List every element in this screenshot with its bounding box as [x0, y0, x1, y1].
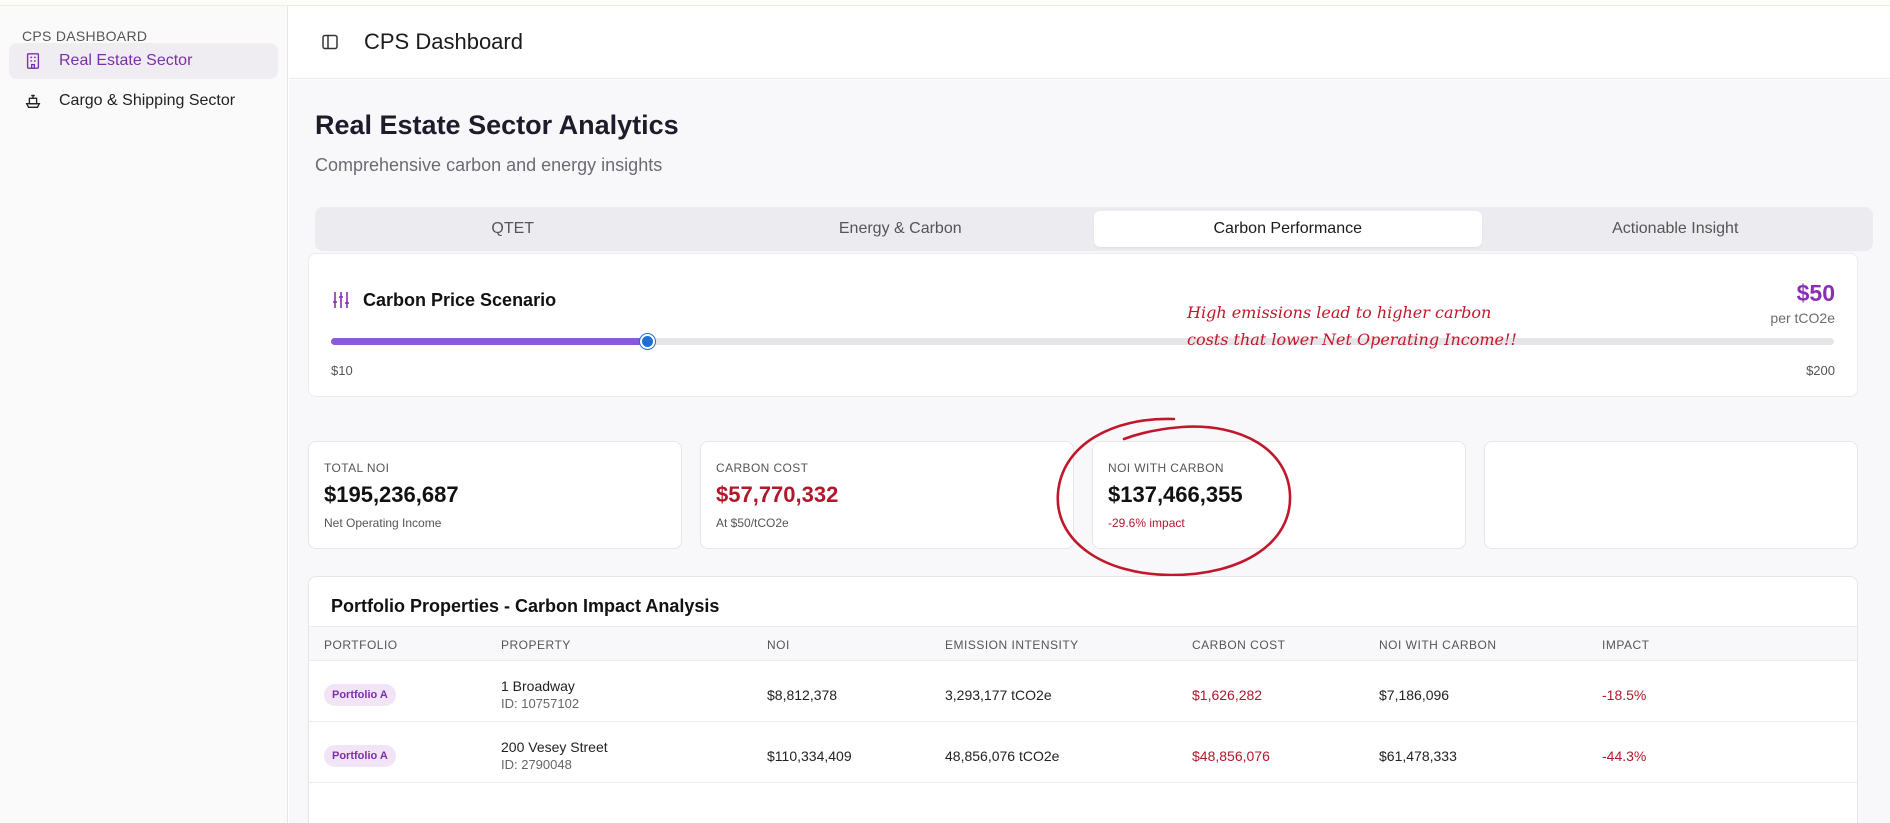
noi-value: $8,812,378 — [767, 687, 838, 703]
sidebar-item-label: Real Estate Sector — [59, 52, 193, 69]
tab-carbon-performance[interactable]: Carbon Performance — [1094, 211, 1482, 247]
metric-value: $195,236,687 — [324, 482, 459, 507]
table-row[interactable]: Portfolio A 1 Broadway ID: 10757102 $8,8… — [309, 662, 1857, 722]
sidebar-toggle-icon[interactable] — [319, 31, 341, 53]
metric-sub: -29.6% impact — [1108, 516, 1185, 530]
column-header-carbon-cost[interactable]: CARBON COST — [1192, 638, 1286, 652]
sliders-icon — [331, 290, 351, 310]
tab-qtet[interactable]: QTET — [491, 220, 535, 237]
column-header-emission-intensity[interactable]: EMISSION INTENSITY — [945, 638, 1079, 652]
annotation-line-2: costs that lower Net Operating Income!! — [1187, 330, 1517, 349]
property-id: ID: 2790048 — [501, 757, 572, 772]
carbon-price-value: $50 — [1796, 280, 1835, 306]
sidebar-item-cargo-shipping[interactable]: Cargo & Shipping Sector — [9, 83, 278, 119]
slider-max-label: $200 — [1806, 363, 1835, 378]
noi-value: $110,334,409 — [767, 748, 852, 764]
metric-card-carbon-cost: CARBON COST $57,770,332 At $50/tCO2e — [700, 441, 1074, 549]
table-header: PORTFOLIO PROPERTY NOI EMISSION INTENSIT… — [309, 626, 1857, 661]
carbon-price-slider[interactable] — [331, 334, 1834, 349]
impact-value: -44.3% — [1602, 748, 1647, 764]
property-name: 200 Vesey Street — [501, 739, 608, 755]
window-top-strip — [0, 0, 1890, 6]
metric-card-total-noi: TOTAL NOI $195,236,687 Net Operating Inc… — [308, 441, 682, 549]
handwritten-annotation: High emissions lead to higher carbon cos… — [1187, 299, 1607, 353]
column-header-portfolio[interactable]: PORTFOLIO — [324, 638, 398, 652]
annotation-line-1: High emissions lead to higher carbon — [1187, 303, 1492, 322]
metric-value: $57,770,332 — [716, 482, 839, 507]
carbon-price-card: Carbon Price Scenario $50 per tCO2e $10 … — [308, 253, 1858, 397]
slider-min-label: $10 — [331, 363, 353, 378]
tab-bar: QTET Energy & Carbon Carbon Performance … — [315, 207, 1873, 251]
building-icon — [23, 51, 43, 71]
carbon-cost-value: $1,626,282 — [1192, 687, 1263, 703]
portfolio-badge: Portfolio A — [324, 745, 396, 767]
carbon-price-title: Carbon Price Scenario — [363, 290, 557, 310]
column-header-noi-with-carbon[interactable]: NOI WITH CARBON — [1379, 638, 1497, 652]
column-header-property[interactable]: PROPERTY — [501, 638, 571, 652]
portfolio-badge: Portfolio A — [324, 684, 396, 706]
property-name: 1 Broadway — [501, 678, 575, 694]
impact-value: -18.5% — [1602, 687, 1647, 703]
column-header-impact[interactable]: IMPACT — [1602, 638, 1650, 652]
noi-with-carbon-value: $7,186,096 — [1379, 687, 1450, 703]
metric-card-empty — [1484, 441, 1858, 549]
sidebar: CPS DASHBOARD Real Estate Sector Cargo &… — [0, 6, 288, 823]
portfolio-table-card: Portfolio Properties - Carbon Impact Ana… — [308, 576, 1858, 823]
metric-value: $137,466,355 — [1108, 482, 1243, 507]
noi-with-carbon-value: $61,478,333 — [1379, 748, 1457, 764]
sidebar-title: CPS DASHBOARD — [22, 28, 148, 44]
slider-fill — [331, 338, 648, 345]
ship-icon — [23, 91, 43, 111]
page-subtitle: Comprehensive carbon and energy insights — [315, 155, 663, 175]
header-title: CPS Dashboard — [364, 29, 523, 54]
page-title: Real Estate Sector Analytics — [315, 110, 679, 140]
tab-energy-carbon[interactable]: Energy & Carbon — [838, 220, 962, 237]
metric-label: CARBON COST — [716, 461, 809, 475]
emission-value: 48,856,076 tCO2e — [945, 748, 1060, 764]
sidebar-item-label: Cargo & Shipping Sector — [59, 92, 236, 109]
table-row[interactable]: Portfolio A 200 Vesey Street ID: 2790048… — [309, 723, 1857, 783]
emission-value: 3,293,177 tCO2e — [945, 687, 1052, 703]
carbon-price-unit: per tCO2e — [1770, 310, 1835, 326]
column-header-noi[interactable]: NOI — [767, 638, 790, 652]
metric-label: TOTAL NOI — [324, 461, 390, 475]
metric-sub: At $50/tCO2e — [716, 516, 789, 530]
top-header: CPS Dashboard — [289, 6, 1890, 79]
table-title: Portfolio Properties - Carbon Impact Ana… — [331, 596, 720, 616]
sidebar-item-real-estate[interactable]: Real Estate Sector — [9, 43, 278, 79]
tab-actionable-insight[interactable]: Actionable Insight — [1612, 220, 1739, 237]
metric-sub: Net Operating Income — [324, 516, 442, 530]
metric-label: NOI WITH CARBON — [1108, 461, 1224, 475]
property-id: ID: 10757102 — [501, 696, 580, 711]
carbon-cost-value: $48,856,076 — [1192, 748, 1270, 764]
slider-thumb[interactable] — [640, 334, 656, 349]
annotation-circle — [1056, 417, 1292, 577]
